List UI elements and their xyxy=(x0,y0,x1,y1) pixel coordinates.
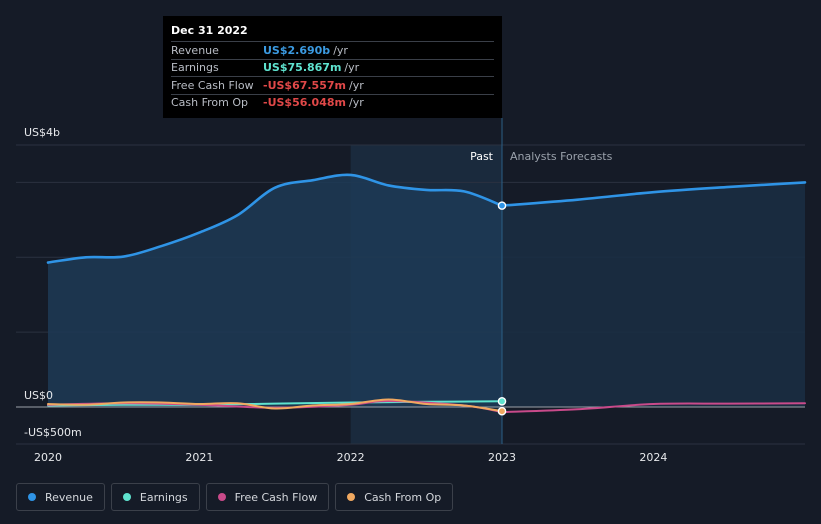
tooltip-value: US$2.690b xyxy=(263,43,331,57)
tooltip-unit: /yr xyxy=(348,96,364,110)
y-tick-label: US$4b xyxy=(24,126,60,139)
tooltip-unit: /yr xyxy=(344,61,360,75)
tooltip-label: Free Cash Flow xyxy=(171,78,254,92)
legend: Revenue Earnings Free Cash Flow Cash Fro… xyxy=(16,483,454,511)
tooltip-unit: /yr xyxy=(348,78,364,92)
legend-label: Cash From Op xyxy=(364,490,442,504)
legend-item-earnings[interactable]: Earnings xyxy=(110,483,200,511)
legend-label: Earnings xyxy=(139,490,188,504)
revenue-forecast-line xyxy=(500,181,807,207)
y-tick-label: -US$500m xyxy=(24,426,82,439)
tooltip-unit: /yr xyxy=(333,43,348,57)
past-label: Past xyxy=(470,150,494,163)
x-tick-label: 2020 xyxy=(34,451,62,464)
legend-label: Free Cash Flow xyxy=(234,490,318,504)
tooltip-label: Revenue xyxy=(171,43,219,57)
tooltip-row-earnings: Earnings US$75.867m /yr xyxy=(171,58,494,77)
cash-from-op-dot-icon xyxy=(347,493,356,501)
free-cash-flow-forecast-line xyxy=(501,402,806,414)
tooltip-value: -US$56.048m xyxy=(263,96,346,110)
tooltip-row-free-cash-flow: Free Cash Flow -US$67.557m /yr xyxy=(171,76,494,94)
cash-from-op-marker xyxy=(497,406,507,416)
tooltip-label: Earnings xyxy=(171,61,219,75)
legend-item-cash-from-op[interactable]: Cash From Op xyxy=(335,483,454,511)
revenue-area-forecast xyxy=(502,182,805,407)
x-tick-label: 2023 xyxy=(488,451,516,464)
x-tick-label: 2024 xyxy=(639,451,667,464)
legend-label: Revenue xyxy=(45,490,93,504)
x-tick-label: 2022 xyxy=(337,451,365,464)
earnings-marker xyxy=(497,397,507,406)
legend-item-revenue[interactable]: Revenue xyxy=(16,483,105,511)
tooltip-date: Dec 31 2022 xyxy=(171,24,248,37)
forecast-label: Analysts Forecasts xyxy=(510,150,613,163)
y-tick-label: US$0 xyxy=(24,389,53,402)
revenue-area-past xyxy=(48,174,502,407)
x-tick-label: 2021 xyxy=(185,451,213,464)
tooltip: Dec 31 2022 Revenue US$2.690b /yr Earnin… xyxy=(163,16,502,118)
cash-from-op-line xyxy=(47,398,503,413)
tooltip-value: US$75.867m xyxy=(263,61,342,75)
tooltip-value: -US$67.557m xyxy=(263,78,346,92)
revenue-marker xyxy=(497,201,507,210)
tooltip-row-revenue: Revenue US$2.690b /yr xyxy=(171,41,494,59)
revenue-line xyxy=(46,173,504,264)
legend-item-free-cash-flow[interactable]: Free Cash Flow xyxy=(205,483,330,511)
tooltip-row-cash-from-op: Cash From Op -US$56.048m /yr xyxy=(171,93,494,112)
free-cash-flow-dot-icon xyxy=(217,493,226,501)
earnings-dot-icon xyxy=(122,493,131,501)
tooltip-label: Cash From Op xyxy=(171,96,249,110)
revenue-dot-icon xyxy=(28,493,36,501)
